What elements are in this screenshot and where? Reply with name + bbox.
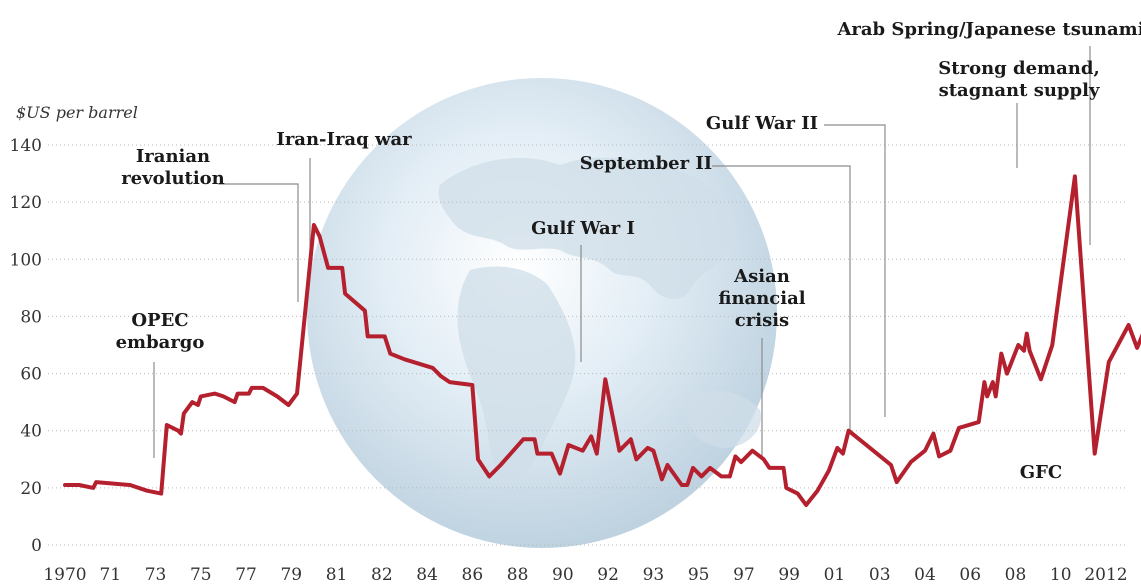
x-tick-label: 95 [688, 565, 710, 585]
price-series-line [63, 174, 1141, 507]
annotation-line: GFC [1020, 462, 1062, 483]
annotation-line: Gulf War II [706, 113, 818, 134]
annotation-line: Strong demand, [938, 58, 1099, 79]
continent-australia [686, 390, 761, 448]
x-tick-label: 04 [914, 565, 936, 585]
annotation-leaders [153, 46, 1091, 458]
x-tick-label: 90 [552, 565, 574, 585]
continent-africa [457, 266, 576, 485]
event-annotations: OPEC embargo Iranian revolution Iran-Iraq wa… [116, 19, 1141, 483]
annotation-label: OPEC embargo [116, 310, 205, 353]
annotation-line: stagnant supply [939, 80, 1100, 101]
y-tick-label: 0 [31, 536, 42, 556]
annotation-line: Iran-Iraq war [276, 129, 412, 150]
x-tick-label: 2012 [1084, 565, 1127, 585]
x-tick-label: 79 [280, 565, 302, 585]
x-tick-label: 01 [824, 565, 846, 585]
annotation-label: Asian financial crisis [718, 266, 805, 331]
x-tick-label: 93 [643, 565, 665, 585]
x-tick-label: 81 [326, 565, 348, 585]
y-axis-label: $US per barrel [16, 103, 138, 122]
x-tick-label: 06 [959, 565, 981, 585]
x-tick-label: 71 [99, 565, 121, 585]
annotation-leader [218, 183, 299, 302]
y-tick-label: 140 [10, 136, 42, 156]
annotation-label: Iran-Iraq war [276, 129, 412, 150]
annotation-label: Gulf War II [706, 113, 818, 134]
annotation-line: OPEC [131, 310, 188, 331]
x-tick-label: 73 [145, 565, 167, 585]
y-tick-label: 120 [10, 193, 42, 213]
y-tick-label: 20 [20, 479, 42, 499]
annotation-label: Iranian revolution [121, 146, 225, 189]
y-tick-label: 80 [20, 307, 42, 327]
annotation-line: embargo [116, 332, 205, 353]
x-tick-label: 88 [507, 565, 529, 585]
x-tick-label: 77 [235, 565, 257, 585]
annotation-label: Gulf War I [531, 218, 635, 239]
annotation-label: Arab Spring/Japanese tsunami [836, 19, 1141, 40]
x-tick-label: 84 [416, 565, 438, 585]
annotation-line: September II [580, 153, 712, 174]
x-tick-label: 92 [597, 565, 619, 585]
annotation-line: crisis [735, 310, 789, 331]
x-tick-label: 03 [869, 565, 891, 585]
annotation-label: September II [580, 153, 712, 174]
annotation-line: Gulf War I [531, 218, 635, 239]
annotation-line: Arab Spring/Japanese tsunami [836, 19, 1141, 40]
y-axis-ticks: 0 20 40 60 80 100 120 140 [10, 136, 42, 556]
annotation-label: GFC [1020, 462, 1062, 483]
x-tick-label: 75 [190, 565, 212, 585]
x-tick-label: 82 [371, 565, 393, 585]
x-tick-label: 86 [462, 565, 484, 585]
x-axis-ticks: 1970 71 73 75 77 79 81 82 84 86 88 90 92 93 95 97 99 01 03… [43, 565, 1127, 585]
x-tick-label: 08 [1005, 565, 1027, 585]
continent-eurasia [438, 157, 736, 300]
y-tick-label: 60 [20, 365, 42, 385]
annotation-line: revolution [121, 168, 225, 189]
y-tick-label: 40 [20, 422, 42, 442]
annotation-line: financial [718, 288, 805, 309]
annotation-line: Asian [733, 266, 790, 287]
annotation-leader [824, 124, 886, 417]
y-tick-label: 100 [10, 250, 42, 270]
x-tick-label: 10 [1050, 565, 1072, 585]
annotation-line: Iranian [136, 146, 210, 167]
x-tick-label: 99 [778, 565, 800, 585]
x-tick-label: 1970 [43, 565, 86, 585]
x-tick-label: 97 [733, 565, 755, 585]
annotation-label: Strong demand, stagnant supply [938, 58, 1100, 101]
annotation-leader [712, 165, 851, 432]
